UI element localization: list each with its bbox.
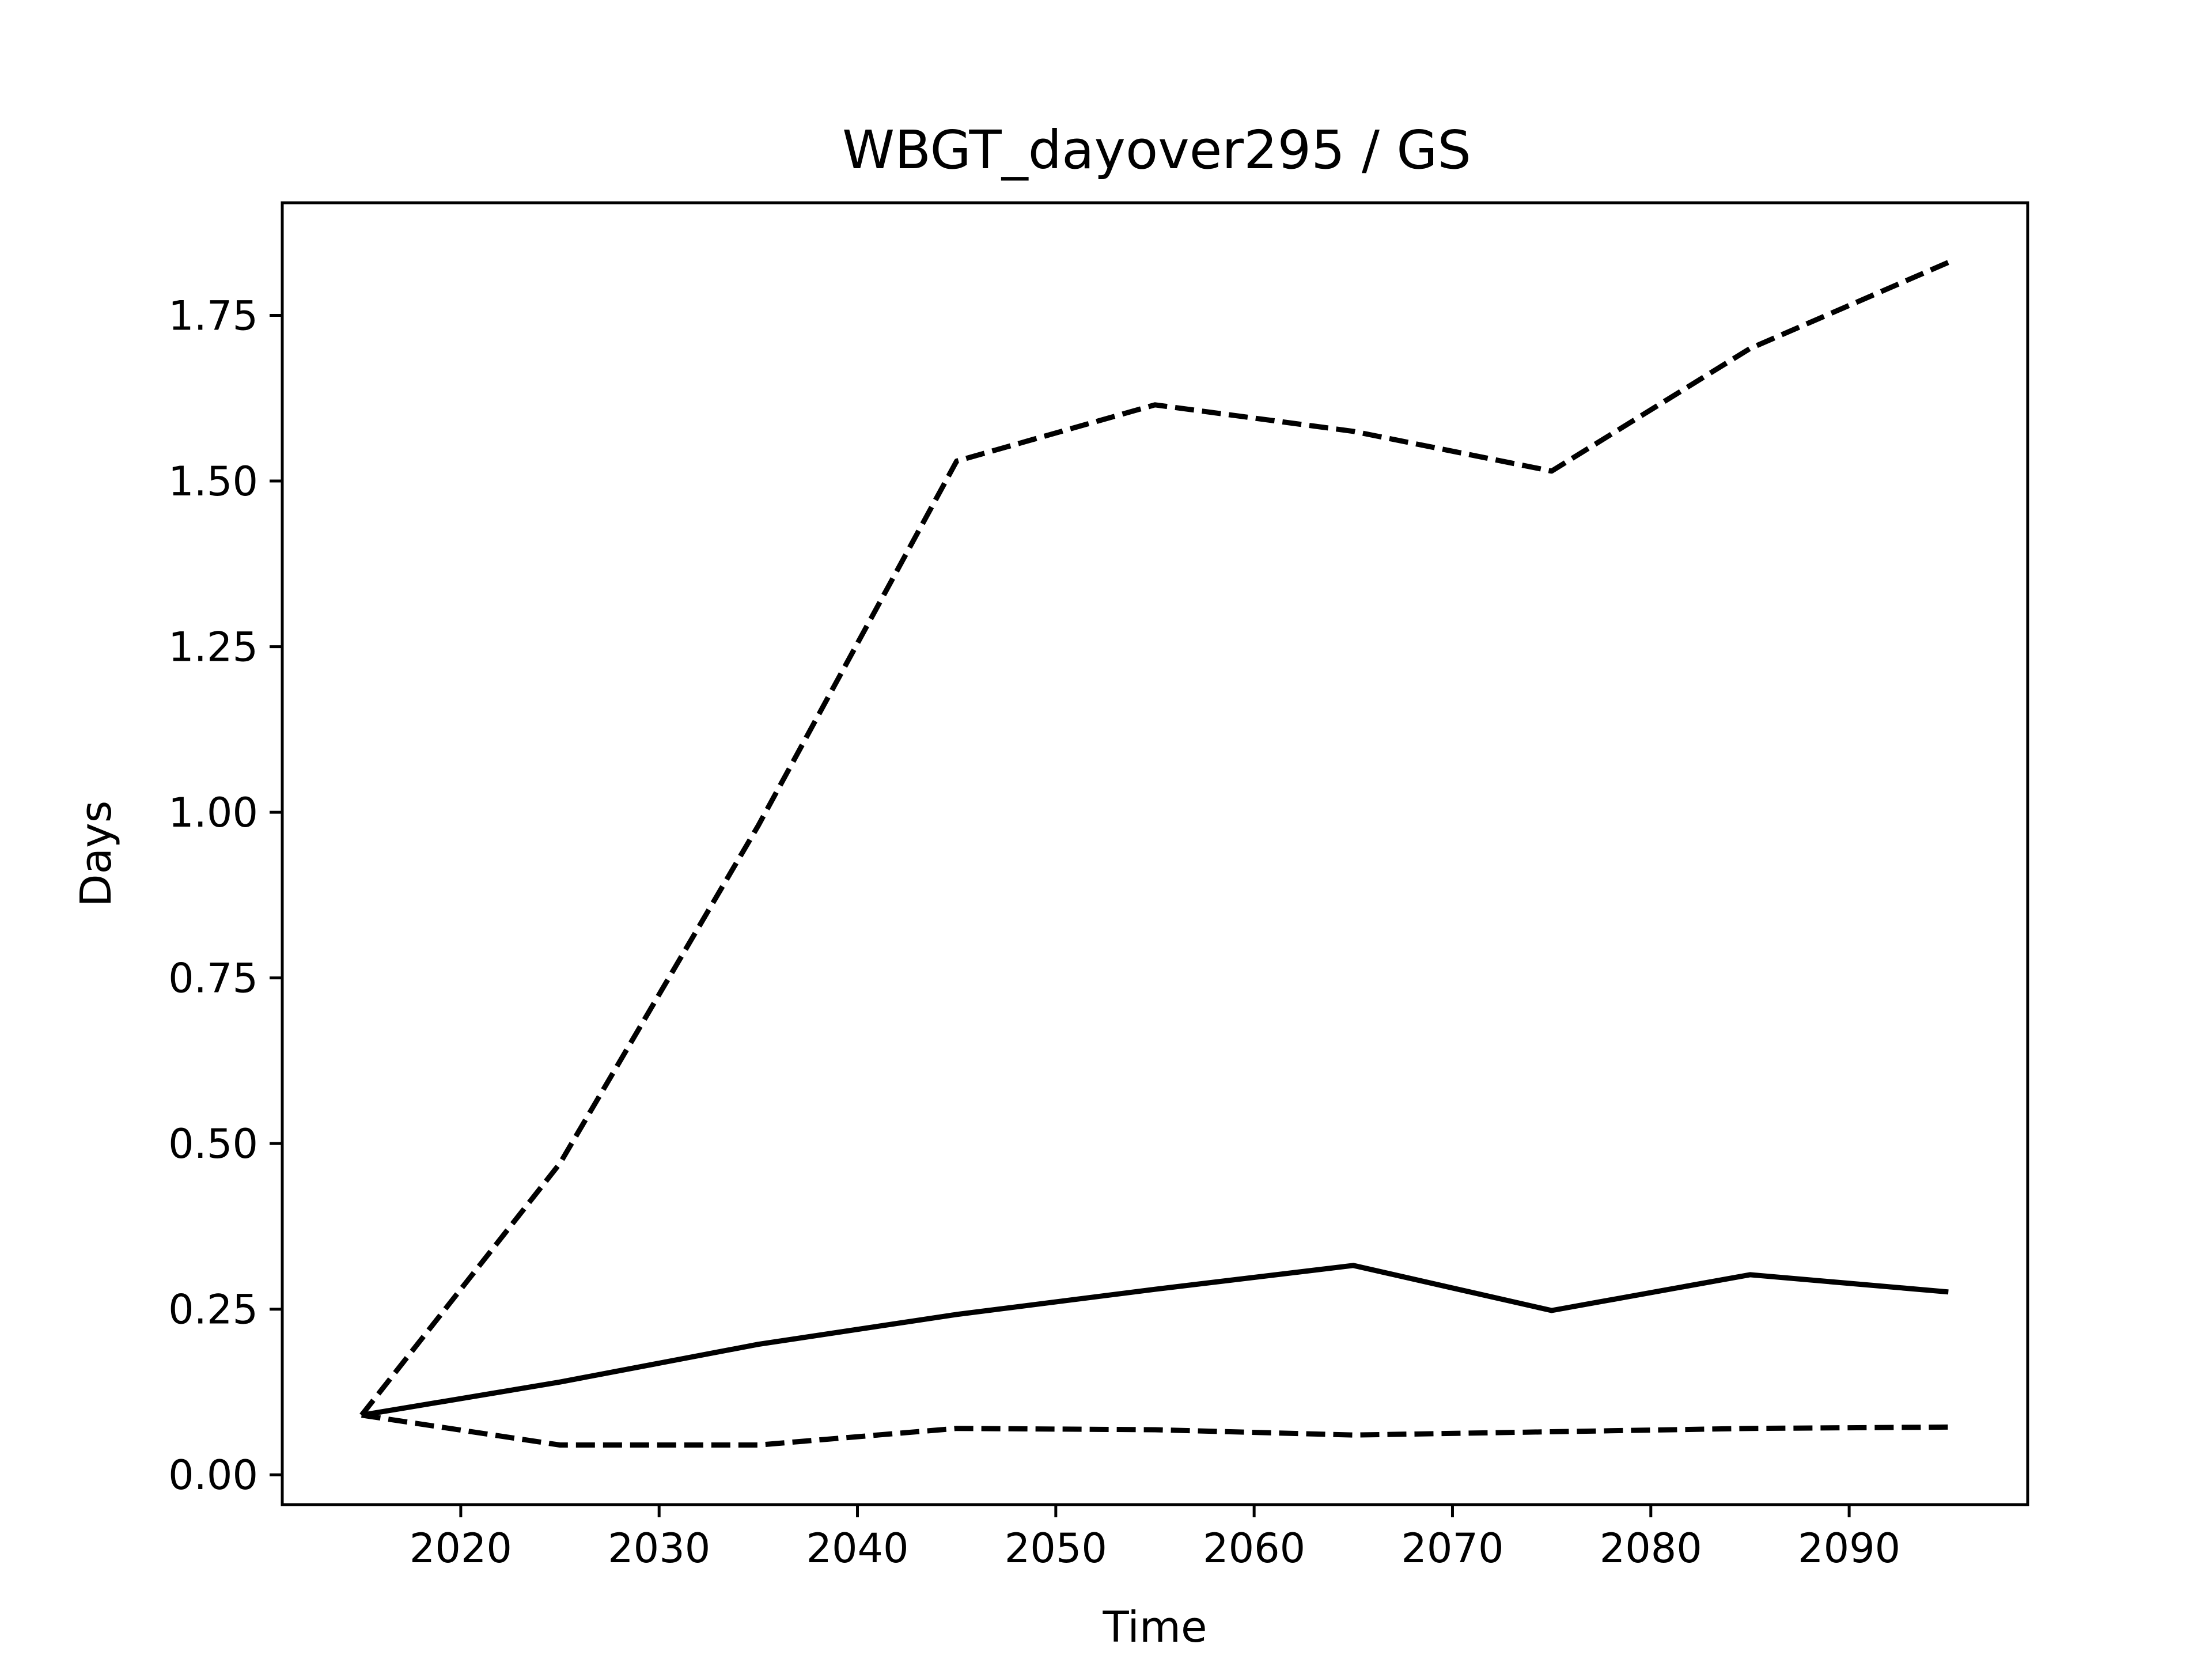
y-tick-label: 1.75 (168, 293, 258, 340)
series-upper-dashed-line (359, 260, 1950, 1417)
chart-title: WBGT_dayover295 / GS (842, 119, 1471, 181)
y-tick-label: 1.50 (168, 458, 258, 505)
x-tick-label: 2090 (1798, 1525, 1900, 1572)
series-lower-dashed-line (361, 1412, 1949, 1448)
plot-frame (281, 201, 2029, 1506)
y-tick-label: 0.00 (168, 1452, 258, 1499)
x-tick-label: 2060 (1203, 1525, 1305, 1572)
y-axis-title: Days (71, 801, 121, 907)
x-tick-label: 2070 (1401, 1525, 1503, 1572)
y-tick-label: 0.25 (168, 1286, 258, 1334)
x-tick-label: 2020 (410, 1525, 512, 1572)
y-tick-label: 0.75 (168, 955, 258, 1002)
series-layer (359, 260, 1950, 1448)
series-median-line (361, 1263, 1949, 1418)
x-tick-label: 2050 (1005, 1525, 1107, 1572)
x-tick-label: 2080 (1600, 1525, 1702, 1572)
x-axis: 2020 2030 2040 2050 2060 2070 2080 2090 (410, 1505, 1900, 1572)
x-tick-label: 2030 (608, 1525, 710, 1572)
y-tick-label: 0.50 (168, 1120, 258, 1168)
y-axis: 0.00 0.25 0.50 0.75 1.00 1.25 1.50 1.75 (168, 293, 282, 1499)
x-tick-label: 2040 (806, 1525, 908, 1572)
x-axis-title: Time (1102, 1603, 1207, 1652)
y-tick-label: 1.25 (168, 624, 258, 671)
y-tick-label: 1.00 (168, 789, 258, 836)
